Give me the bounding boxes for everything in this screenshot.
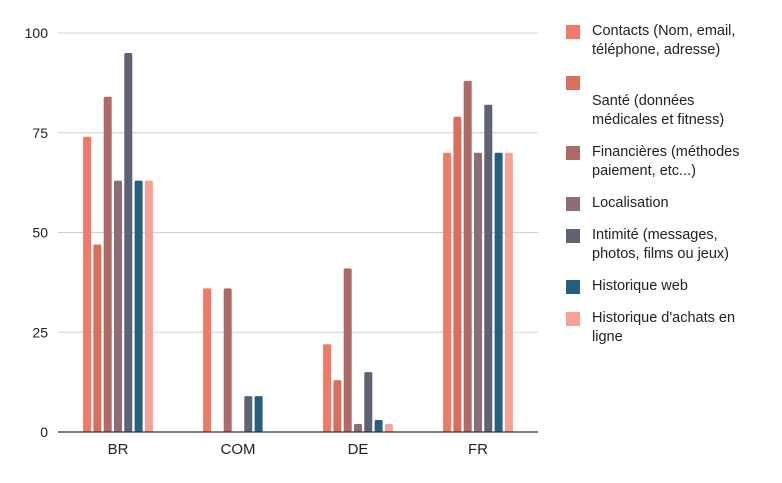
bar-br-series-5 — [124, 53, 133, 432]
bar-fr-series-1 — [443, 152, 452, 432]
bar-de-series-4 — [354, 424, 362, 432]
bar-br-series-1 — [83, 136, 92, 432]
bar-br-series-2 — [93, 244, 102, 432]
legend-swatch — [566, 25, 580, 39]
y-tick-label: 100 — [25, 25, 49, 41]
legend-swatch — [566, 76, 580, 90]
bar-fr-series-6 — [494, 152, 503, 432]
legend-item: Historique d'achats en ligne — [566, 309, 778, 347]
x-category-label: BR — [108, 441, 129, 458]
y-axis-ticks: 0 25 50 75 100 — [25, 25, 49, 440]
y-tick-label: 50 — [32, 225, 48, 241]
legend-item: Santé (données médicales et fitness) — [566, 73, 778, 130]
y-tick-label: 75 — [32, 125, 48, 141]
bar-de-series-1 — [323, 344, 332, 432]
bar-fr-series-3 — [463, 80, 472, 433]
y-tick-label: 0 — [40, 424, 48, 440]
legend-swatch — [566, 312, 580, 326]
legend-label: Historique web — [592, 278, 688, 294]
legend-item: Intimité (messages, photos, films ou jeu… — [566, 226, 778, 264]
bar-de-series-2 — [333, 380, 342, 432]
x-category-label: FR — [468, 441, 488, 458]
legend-item: Historique web — [566, 277, 778, 296]
legend-swatch — [566, 229, 580, 243]
x-category-label: DE — [348, 441, 369, 458]
legend-swatch — [566, 146, 580, 160]
bar-fr-series-4 — [474, 152, 482, 432]
bar-br-series-6 — [134, 180, 143, 432]
bar-com-series-6 — [254, 396, 263, 432]
bars — [83, 53, 513, 433]
bar-fr-series-2 — [453, 116, 462, 433]
legend-item: Financières (méthodes paiement, etc...) — [566, 143, 778, 181]
bar-br-series-3 — [103, 96, 112, 433]
legend: Contacts (Nom, email, téléphone, adresse… — [566, 22, 778, 347]
bar-chart: 0 25 50 75 100 BR COM DE FR — [25, 25, 538, 458]
bar-de-series-5 — [364, 372, 373, 432]
bar-com-series-3 — [223, 288, 232, 432]
bar-com-series-5 — [244, 396, 253, 432]
legend-item: Contacts (Nom, email, téléphone, adresse… — [566, 22, 778, 60]
legend-label: Santé (données médicales et fitness) — [592, 93, 725, 128]
bar-br-series-7 — [144, 180, 153, 432]
x-axis-categories: BR COM DE FR — [108, 441, 489, 458]
bar-fr-series-7 — [504, 152, 513, 432]
bar-fr-series-5 — [484, 104, 493, 433]
legend-label: Localisation — [592, 195, 669, 211]
legend-label: Financières (méthodes paiement, etc...) — [592, 144, 740, 179]
legend-swatch — [566, 280, 580, 294]
legend-swatch — [566, 197, 580, 211]
bar-com-series-1 — [203, 288, 212, 432]
x-category-label: COM — [221, 441, 256, 458]
bar-de-series-6 — [374, 420, 383, 432]
y-tick-label: 25 — [32, 324, 48, 340]
bar-de-series-3 — [343, 268, 352, 432]
bar-de-series-7 — [384, 424, 393, 432]
legend-label: Historique d'achats en ligne — [592, 310, 736, 345]
legend-label: Contacts (Nom, email, téléphone, adresse… — [592, 23, 736, 58]
bar-br-series-4 — [114, 180, 122, 432]
legend-label: Intimité (messages, photos, films ou jeu… — [592, 227, 730, 262]
legend-item: Localisation — [566, 194, 778, 213]
